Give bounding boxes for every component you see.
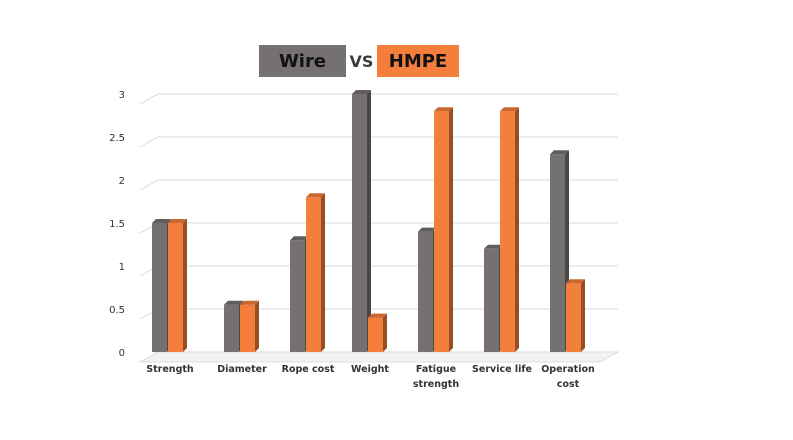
bar-hmpe [434,111,449,352]
bar-wire-top [152,219,171,223]
gridline [139,265,618,277]
bar-wire [418,231,433,352]
bar-wire-top [418,227,437,232]
legend: Wire VS HMPE [259,45,459,77]
bar-hmpe [168,223,183,352]
bar-hmpe-side [515,107,519,352]
bar-hmpe-top [368,313,387,318]
y-tick-label: 1.5 [109,219,125,230]
x-tick-label: Service life [472,364,532,375]
bar-hmpe-top [566,279,585,284]
bar-wire-top [352,90,371,94]
bar-hmpe-top [168,219,187,223]
bar-hmpe [240,304,255,352]
x-tick-label: Operation [541,364,595,375]
bar-wire-top [224,300,243,305]
x-tick-label: cost [557,379,580,390]
y-tick-label: 0 [119,348,125,359]
bar-hmpe-top [240,300,259,305]
bar-hmpe [500,111,515,352]
bar-wire [550,154,565,352]
bar-hmpe-side [383,313,387,352]
bar-wire-top [484,244,503,249]
y-tick-label: 0.5 [109,305,125,316]
gridline [139,179,618,191]
bar-hmpe-side [449,107,453,352]
y-tick-label: 2.5 [109,133,125,144]
bar-wire [224,304,239,352]
legend-vs: VS [349,51,374,71]
bar-hmpe-side [183,219,187,352]
bar-wire [290,240,305,352]
gridline [139,136,618,148]
x-tick-label: Fatigue [416,364,456,375]
bar-wire [352,94,367,352]
gridline [139,222,618,234]
chart-floor [138,351,620,363]
x-axis: Strength Diameter Rope cost Weight Fatigue st… [146,364,595,390]
bars [152,90,585,352]
x-tick-label: Weight [351,364,389,375]
bar-hmpe-side [581,279,585,352]
bar-wire-top [290,236,309,241]
legend-hmpe: HMPE [377,45,459,77]
bar-hmpe [566,283,581,352]
x-tick-label: strength [413,379,459,390]
bar-hmpe-side [321,193,325,352]
bar-hmpe [306,197,321,352]
y-axis: 0 0.5 1 1.5 2 2.5 3 [109,90,125,359]
legend-wire: Wire [259,45,346,77]
bar-hmpe-top [306,193,325,198]
bar-hmpe-top [500,107,519,112]
bar-hmpe-top [434,107,453,112]
y-tick-label: 2 [119,176,125,187]
bar-wire [484,248,499,352]
gridline [139,93,618,105]
x-tick-label: Diameter [217,364,267,375]
x-tick-label: Rope cost [282,364,335,375]
bar-hmpe-side [255,300,259,352]
x-tick-label: Strength [146,364,194,375]
bar-wire-side [367,90,371,352]
bar-hmpe [368,317,383,352]
y-tick-label: 1 [119,262,125,273]
y-tick-label: 3 [119,90,125,101]
bar-wire-top [550,150,569,155]
bar-wire [152,223,167,352]
